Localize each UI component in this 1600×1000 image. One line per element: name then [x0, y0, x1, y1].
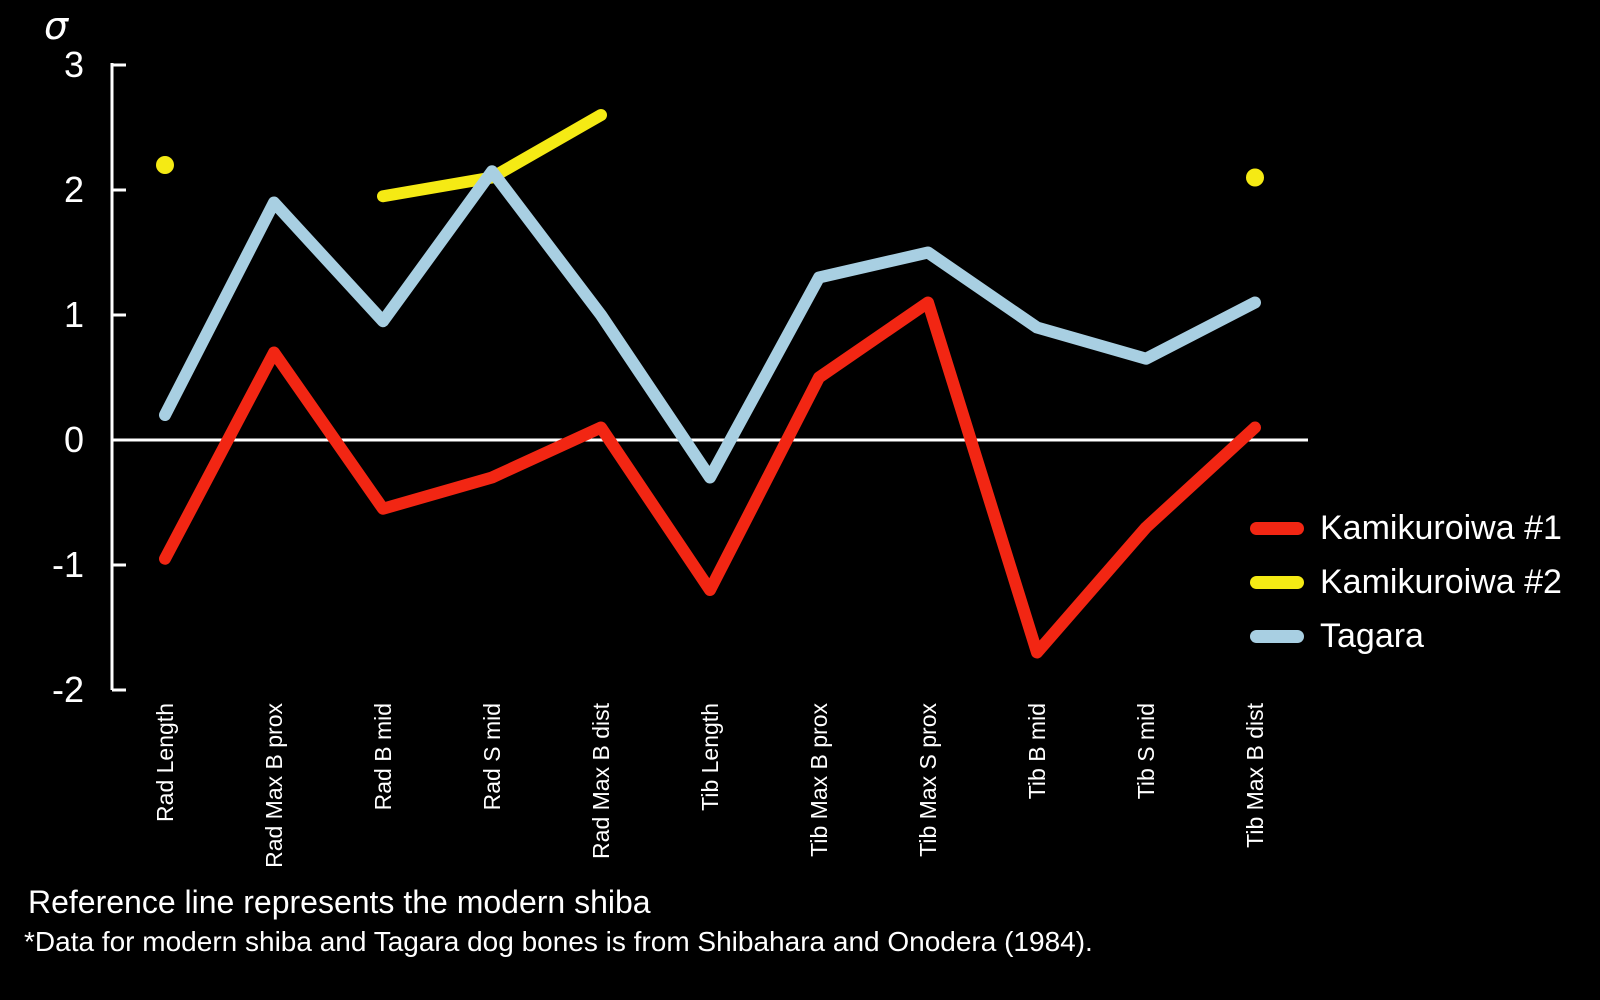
x-category-label: Tib Max B dist [1242, 703, 1268, 848]
legend-label: Tagara [1320, 616, 1424, 655]
series-line-tagara [159, 165, 1261, 484]
legend: Kamikuroiwa #1 Kamikuroiwa #2 Tagara [1250, 501, 1562, 663]
x-category-label: Rad Length [152, 703, 178, 822]
legend-swatch [1250, 521, 1304, 535]
x-category-label: Tib S mid [1133, 703, 1159, 800]
x-category-label: Rad S mid [479, 703, 505, 811]
legend-item: Kamikuroiwa #2 [1250, 555, 1562, 609]
y-tick-label: -1 [51, 544, 84, 585]
series-line-kamikuroiwa-1 [159, 296, 1261, 659]
series-point-kamikuroiwa-2 [156, 156, 174, 174]
legend-swatch [1250, 575, 1304, 589]
legend-label: Kamikuroiwa #2 [1320, 562, 1562, 601]
x-category-label: Rad B mid [370, 703, 396, 811]
legend-item: Kamikuroiwa #1 [1250, 501, 1562, 555]
x-category-label: Tib Max B prox [806, 703, 832, 857]
legend-swatch [1250, 629, 1304, 643]
x-category-label: Tib Length [697, 703, 723, 811]
legend-label: Kamikuroiwa #1 [1320, 508, 1562, 547]
y-tick-label: 3 [63, 44, 84, 85]
series-line-kamikuroiwa-2 [377, 109, 607, 203]
x-category-label: Tib B mid [1024, 703, 1050, 800]
x-category-label: Rad Max B dist [588, 703, 614, 859]
x-category-label: Tib Max S prox [915, 703, 941, 857]
x-category-label: Rad Max B prox [261, 703, 287, 868]
y-tick-label: -2 [51, 669, 84, 710]
source-note: *Data for modern shiba and Tagara dog bo… [24, 926, 1093, 957]
y-tick-label: 2 [63, 169, 84, 210]
legend-item: Tagara [1250, 609, 1562, 663]
y-tick-label: 1 [63, 294, 84, 335]
y-tick-label: 0 [63, 419, 84, 460]
reference-note: Reference line represents the modern shi… [28, 884, 651, 920]
series-point-kamikuroiwa-2 [1246, 168, 1264, 187]
y-axis-title: σ [44, 4, 69, 48]
